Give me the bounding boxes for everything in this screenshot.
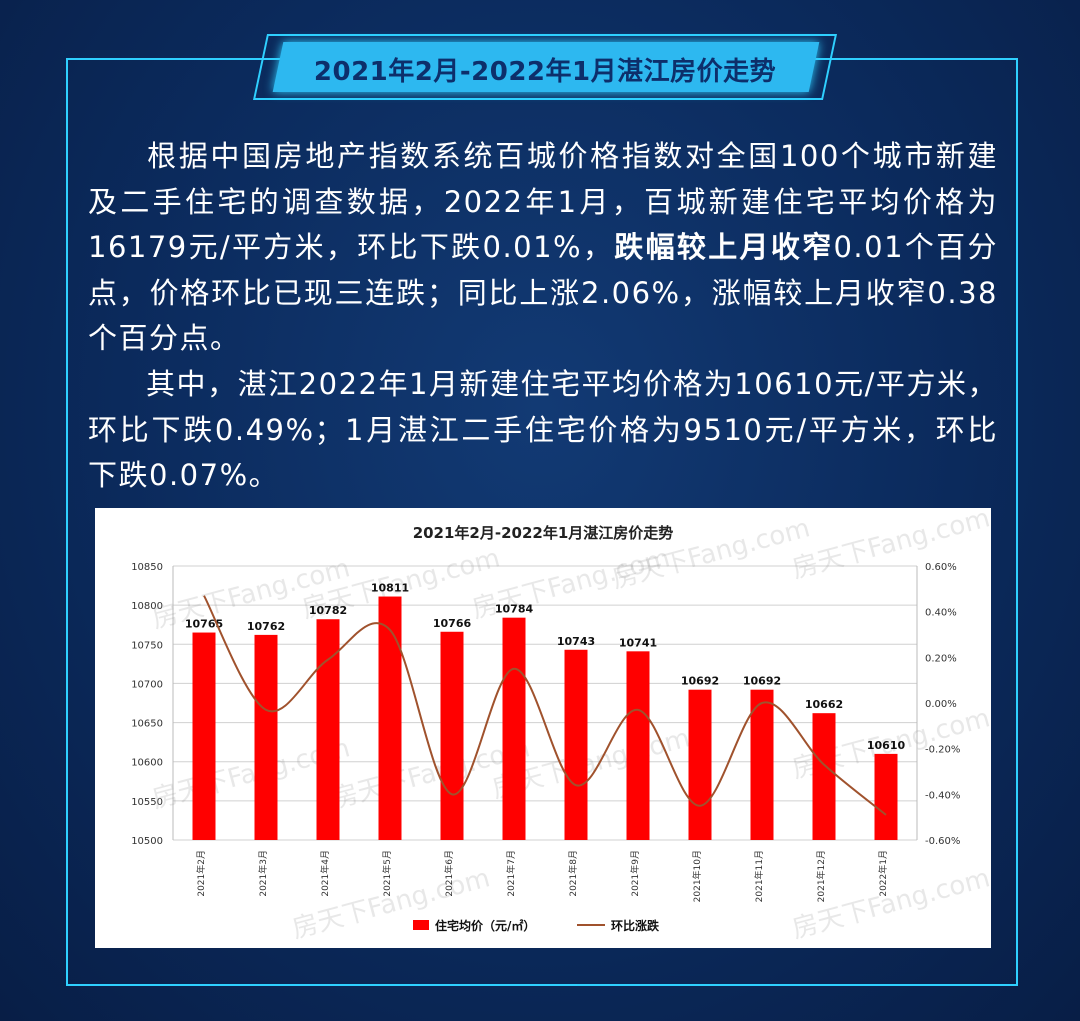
legend-bar-label: 住宅均价（元/㎡） <box>435 918 535 933</box>
bar-value-label: 10692 <box>743 675 781 688</box>
header-title: 2021年2月-2022年1月湛江房价走势 <box>313 57 777 87</box>
x-tick-label: 2021年12月 <box>815 850 827 902</box>
price-bar <box>192 632 216 840</box>
legend-line-label: 环比涨跌 <box>611 918 660 933</box>
zhanjiang-text: 其中，湛江2022年1月新建住宅平均价格为10610元/平方米，环比下跌0.49… <box>88 367 998 492</box>
price-bar <box>688 689 712 840</box>
bar-value-label: 10743 <box>557 635 595 648</box>
chart-title: 2021年2月-2022年1月湛江房价走势 <box>413 524 674 542</box>
x-tick-label: 2021年2月 <box>195 850 207 897</box>
right-tick-label: 0.00% <box>925 699 957 710</box>
legend-bar-swatch <box>413 920 429 930</box>
zhanjiang-paragraph: 其中，湛江2022年1月新建住宅平均价格为10610元/平方米，环比下跌0.49… <box>88 362 998 499</box>
price-bar <box>874 753 898 840</box>
bar-value-label: 10782 <box>309 604 347 617</box>
price-bar <box>502 617 526 840</box>
price-bar <box>254 634 278 840</box>
price-bar <box>316 619 340 840</box>
right-tick-label: -0.60% <box>925 836 960 847</box>
price-bar <box>750 689 774 840</box>
bar-value-label: 10692 <box>681 675 719 688</box>
x-tick-label: 2021年11月 <box>753 850 765 902</box>
left-tick-label: 10650 <box>131 719 163 730</box>
price-bar <box>440 631 464 840</box>
intro-text-part1: 根据中国房地产指数系统百城价格指数对全国100个城市新建及二手住宅的调查数据，2… <box>88 139 998 264</box>
price-bar <box>564 649 588 840</box>
intro-paragraph: 根据中国房地产指数系统百城价格指数对全国100个城市新建及二手住宅的调查数据，2… <box>88 134 998 362</box>
bar-value-label: 10762 <box>247 620 285 633</box>
bar-value-label: 10610 <box>867 739 906 752</box>
watermark-text: 房天下Fang.com <box>789 508 991 585</box>
intro-text-part2: 0.01个百分点，价格环比已现三连跌；同比上涨2.06%，涨幅较上月收窄0.38… <box>88 230 998 355</box>
bar-value-label: 10662 <box>805 698 843 711</box>
intro-text-bold: 跌幅较上月收窄 <box>614 230 834 264</box>
x-tick-label: 2021年6月 <box>443 850 455 897</box>
price-bar <box>378 596 402 840</box>
x-tick-label: 2021年7月 <box>505 850 517 897</box>
x-tick-label: 2021年3月 <box>257 850 269 897</box>
left-tick-label: 10700 <box>131 679 163 690</box>
bar-value-label: 10741 <box>619 636 657 649</box>
x-tick-label: 2021年8月 <box>567 850 579 897</box>
x-tick-label: 2021年4月 <box>319 850 331 897</box>
chart-svg: 2021年2月-2022年1月湛江房价走势 10500 10550 10600 1065… <box>131 508 991 945</box>
right-tick-label: 0.40% <box>925 608 957 619</box>
right-tick-label: -0.40% <box>925 790 960 801</box>
x-tick-label: 2021年9月 <box>629 850 641 897</box>
right-tick-label: 0.60% <box>925 562 957 573</box>
right-tick-label: -0.20% <box>925 745 960 756</box>
left-tick-label: 10550 <box>131 797 163 808</box>
left-tick-label: 10600 <box>131 758 163 769</box>
bar-value-label: 10766 <box>433 617 472 630</box>
left-tick-label: 10750 <box>131 640 163 651</box>
right-tick-label: 0.20% <box>925 653 957 664</box>
price-bar <box>812 713 836 840</box>
price-chart: 2021年2月-2022年1月湛江房价走势 10500 10550 10600 1065… <box>95 508 991 948</box>
left-tick-label: 10500 <box>131 836 163 847</box>
price-bar <box>626 651 650 840</box>
x-tick-label: 2022年1月 <box>877 850 889 897</box>
bar-value-label: 10811 <box>371 582 409 595</box>
header-banner: 2021年2月-2022年1月湛江房价走势 <box>250 34 840 100</box>
bar-value-label: 10765 <box>185 618 223 631</box>
left-tick-label: 10800 <box>131 601 163 612</box>
bar-value-label: 10784 <box>495 603 534 616</box>
x-tick-label: 2021年5月 <box>381 850 393 897</box>
pct-change-line <box>203 595 887 816</box>
x-tick-label: 2021年10月 <box>691 850 703 902</box>
left-tick-label: 10850 <box>131 562 163 573</box>
